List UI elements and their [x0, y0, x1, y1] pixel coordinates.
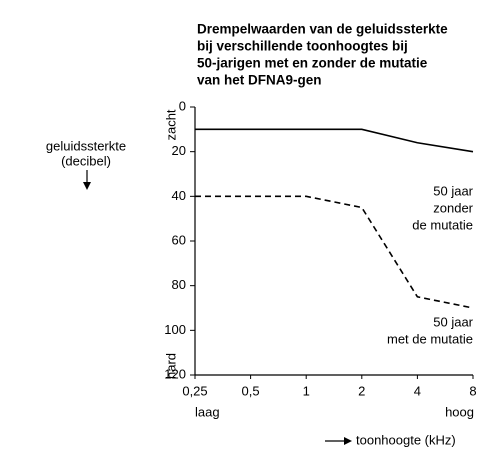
y-tick-label: 120	[164, 366, 186, 381]
series-label: 50 jaar	[433, 183, 473, 198]
y-tick-label: 60	[172, 232, 186, 247]
series-label: met de mutatie	[387, 331, 473, 346]
x-axis-label: toonhoogte (kHz)	[356, 432, 456, 447]
arrow-head	[344, 437, 352, 445]
chart-title: bij verschillende toonhoogtes bij	[197, 39, 408, 54]
series-label: de mutatie	[412, 217, 473, 232]
y-axis-label: (decibel)	[61, 153, 111, 168]
series-line	[195, 128, 474, 153]
series-label: 50 jaar	[433, 314, 473, 329]
y-tick-label: 20	[172, 143, 186, 158]
chart-title: Drempelwaarden van de geluidssterkte	[197, 22, 448, 37]
chart-title: 50-jarigen met en zonder de mutatie	[197, 56, 428, 71]
x-tick-label: 0,5	[242, 383, 260, 398]
y-axis-label: geluidssterkte	[46, 138, 126, 153]
chart-title: van het DFNA9-gen	[197, 73, 322, 88]
x-end-label: laag	[195, 404, 220, 419]
series-line	[195, 195, 474, 309]
y-tick-label: 100	[164, 322, 186, 337]
y-end-label: zacht	[163, 109, 178, 140]
y-end-label: hard	[163, 353, 178, 379]
arrow-head	[83, 182, 91, 190]
x-tick-label: 2	[358, 383, 365, 398]
x-end-label: hoog	[445, 404, 474, 419]
series-label: zonder	[433, 200, 473, 215]
y-tick-label: 0	[179, 98, 186, 113]
x-tick-label: 1	[303, 383, 310, 398]
x-tick-label: 0,25	[182, 383, 207, 398]
y-tick-label: 40	[172, 188, 186, 203]
y-tick-label: 80	[172, 277, 186, 292]
x-tick-label: 4	[414, 383, 421, 398]
x-tick-label: 8	[469, 383, 476, 398]
